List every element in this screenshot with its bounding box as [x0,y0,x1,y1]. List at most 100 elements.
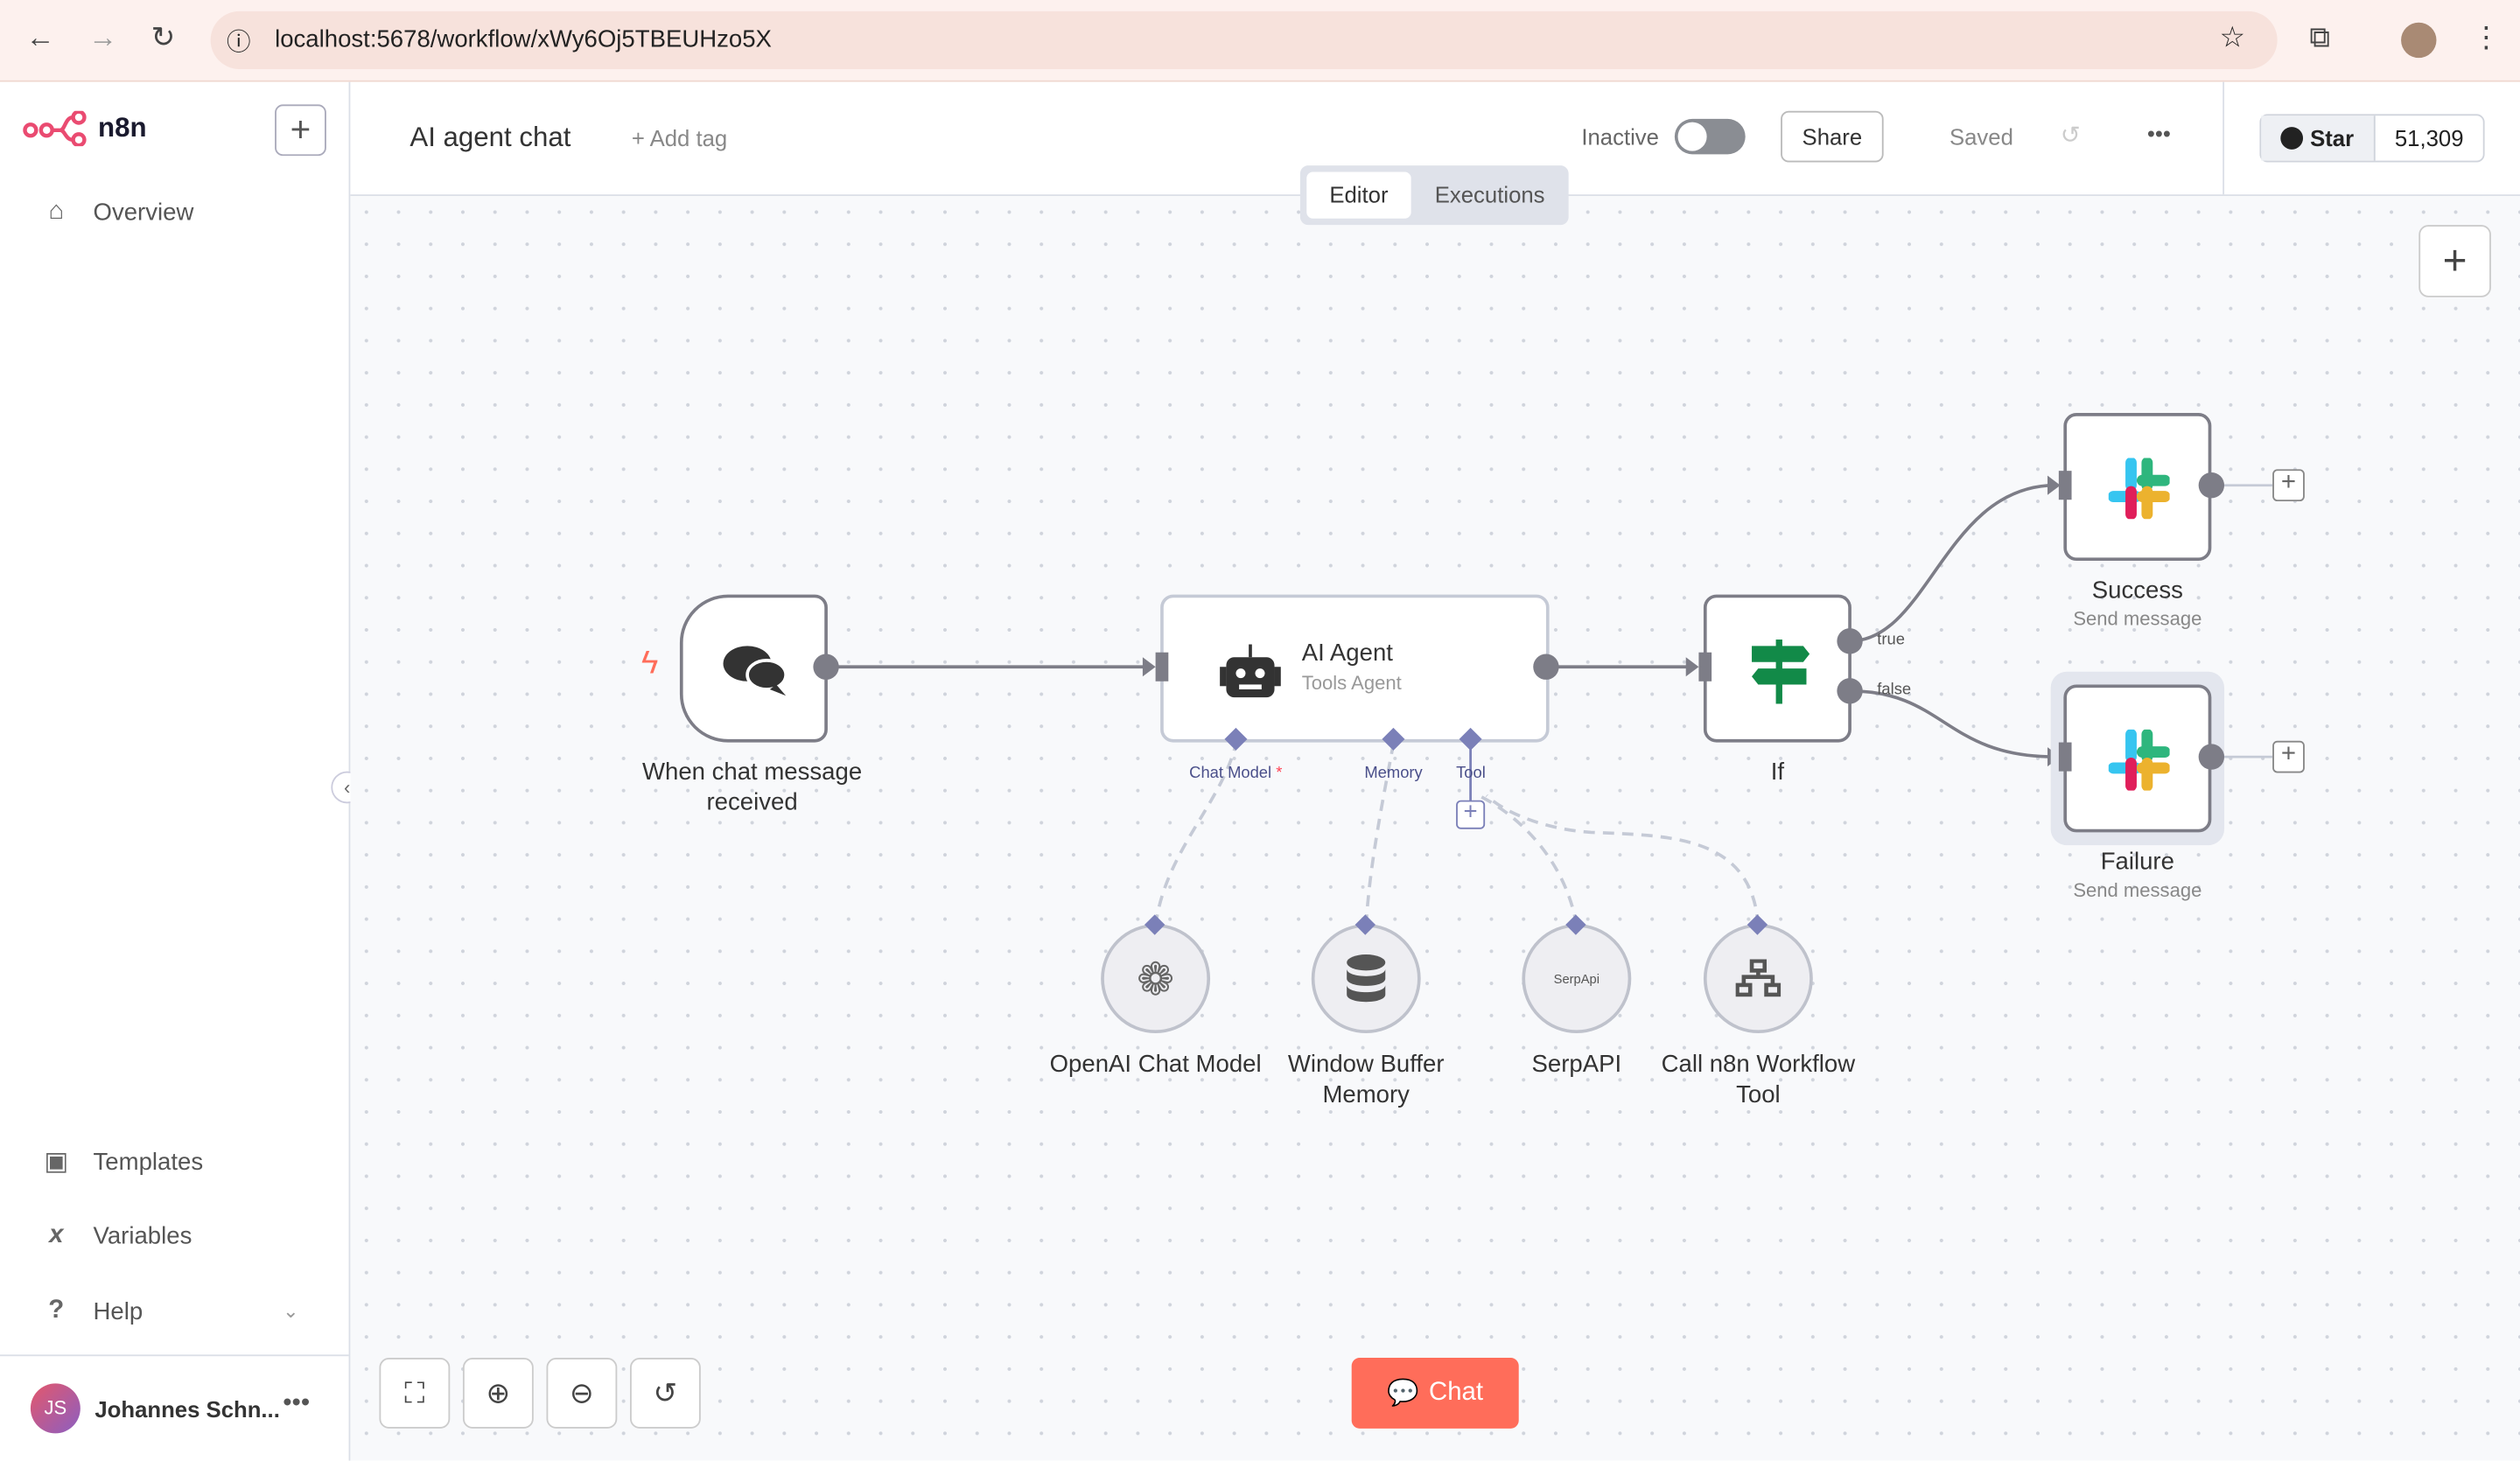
divider [2222,81,2225,195]
url-text: localhost:5678/workflow/xWy6Oj5TBEUHzo5X [275,25,772,53]
output-handle[interactable] [2198,744,2225,770]
chat-icon: 💬 [1387,1380,1419,1408]
divider [0,1354,349,1357]
sidebar-item-variables[interactable]: x Variables [42,1221,192,1250]
add-next-node-button[interactable]: + [2272,740,2305,773]
input-handle[interactable] [1155,652,1169,682]
github-icon [2281,127,2304,150]
share-button[interactable]: Share [1781,110,1884,163]
false-output-handle[interactable] [1837,678,1863,704]
github-star-button[interactable]: Star 51,309 [2259,114,2485,163]
chevron-down-icon: ⌄ [283,1299,299,1323]
chat-button[interactable]: 💬 Chat [1351,1358,1519,1429]
tab-editor[interactable]: Editor [1306,171,1411,219]
reset-zoom-button[interactable]: ↺ [629,1358,701,1429]
tab-executions[interactable]: Executions [1434,181,1545,207]
sidebar: n8n + ⌂ Overview ▣ Templates x Variables ? H… [0,81,351,1461]
zoom-in-button[interactable]: ⊕ [462,1358,534,1429]
input-handle[interactable] [1698,652,1712,682]
workflow-title[interactable]: AI agent chat [410,122,571,153]
openai-icon: ❁ [1137,954,1175,1004]
add-button[interactable]: + [275,104,326,157]
sidebar-item-overview[interactable]: ⌂ Overview [42,197,194,227]
box-icon: ▣ [44,1149,69,1177]
node-subtitle: Tools Agent [1301,671,1402,695]
node-label: SerpAPI [1531,1051,1622,1079]
sidebar-item-label: Variables [93,1221,192,1250]
node-window-buffer-memory[interactable] [1311,924,1421,1034]
slack-icon [2108,729,2170,791]
fit-view-button[interactable]: ⛶ [379,1358,451,1429]
output-handle[interactable] [1533,654,1559,680]
signpost-icon [1752,640,1810,704]
forward-icon[interactable]: → [88,20,118,53]
extensions-icon[interactable]: ⧉ [2309,20,2331,53]
node-failure-slack[interactable] [2063,684,2212,833]
slack-icon [2108,458,2170,520]
reload-icon[interactable]: ↻ [150,20,176,53]
node-subtitle: Send message [2073,607,2202,630]
browser-toolbar: ← → ↻ ⓘ localhost:5678/workflow/xWy6Oj5T… [0,0,2520,82]
node-serpapi[interactable]: SerpApi [1522,924,1632,1034]
chat-model-label: Chat Model * [1189,765,1283,783]
trigger-bolt-icon: ϟ [640,646,659,682]
node-openai-chat-model[interactable]: ❁ [1101,924,1211,1034]
node-title: AI Agent [1301,640,1393,668]
node-if[interactable] [1703,594,1852,743]
fullscreen-icon: ⛶ [404,1376,425,1409]
sidebar-item-help[interactable]: ? Help ⌄ [42,1297,299,1325]
node-subtitle: Send message [2073,878,2202,902]
browser-menu-icon[interactable]: ⋮ [2471,20,2501,53]
node-label: If [1770,758,1785,786]
node-label: When chat message received [642,758,863,817]
sidebar-item-label: Templates [93,1148,204,1176]
user-menu-icon[interactable]: ••• [283,1389,311,1417]
node-chat-trigger[interactable] [679,594,828,743]
sidebar-item-label: Help [93,1297,144,1325]
bookmark-star-icon[interactable]: ☆ [2219,20,2246,53]
star-count: 51,309 [2394,125,2464,151]
home-icon: ⌂ [48,197,65,226]
connection-if-true [1850,483,2056,643]
saved-status: Saved [1949,123,2013,150]
history-icon[interactable]: ↺ [2060,122,2081,150]
user-name: Johannes Schn... [94,1396,280,1423]
connection-workflow-tool [1485,793,1760,926]
sitemap-icon [1735,959,1782,997]
input-handle[interactable] [2058,471,2072,500]
active-status-label: Inactive [1581,123,1659,150]
profile-avatar[interactable] [2401,22,2437,59]
site-info-icon[interactable]: ⓘ [226,29,251,57]
node-label: Window Buffer Memory [1287,1051,1445,1109]
avatar[interactable]: JS [30,1383,80,1434]
add-next-node-button[interactable]: + [2272,469,2305,502]
connection-serpapi [1477,793,1578,926]
n8n-logo-icon [23,110,87,147]
back-icon[interactable]: ← [25,20,55,53]
database-icon [1347,954,1386,1003]
output-handle[interactable] [813,654,839,680]
more-options-icon[interactable]: ••• [2146,120,2171,147]
node-ai-agent[interactable]: AI Agent Tools Agent [1160,594,1550,743]
true-output-handle[interactable] [1837,628,1863,654]
true-label: true [1877,631,1905,650]
node-success-slack[interactable] [2063,413,2212,562]
variable-icon: x [49,1220,64,1249]
connection-if-false [1850,689,2056,758]
zoom-in-icon: ⊕ [486,1376,511,1409]
node-call-workflow-tool[interactable] [1703,924,1813,1034]
chat-bubbles-icon [723,646,788,696]
add-tag-link[interactable]: + Add tag [631,125,728,151]
chat-button-label: Chat [1428,1378,1484,1407]
active-toggle[interactable] [1674,118,1746,155]
add-tool-button[interactable]: + [1456,800,1486,829]
output-handle[interactable] [2198,472,2225,499]
false-label: false [1877,681,1912,699]
sidebar-item-label: Overview [93,198,194,227]
zoom-out-button[interactable]: ⊖ [546,1358,618,1429]
view-tabs: Editor Executions [1299,165,1569,226]
add-node-button[interactable]: + [2418,225,2491,297]
input-handle[interactable] [2058,742,2072,772]
sidebar-item-templates[interactable]: ▣ Templates [42,1146,203,1178]
address-bar[interactable]: ⓘ localhost:5678/workflow/xWy6Oj5TBEUHzo… [210,10,2278,69]
